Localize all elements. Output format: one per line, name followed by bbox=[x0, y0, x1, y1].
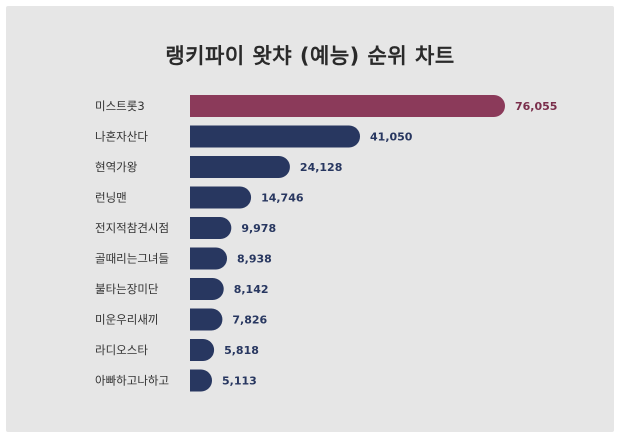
bar bbox=[190, 278, 224, 300]
category-label: 런닝맨 bbox=[95, 191, 127, 205]
value-label: 9,978 bbox=[241, 222, 276, 235]
bar bbox=[190, 125, 361, 148]
value-label: 76,055 bbox=[515, 100, 557, 113]
category-label: 나혼자산다 bbox=[95, 130, 148, 144]
category-label: 아빠하고나하고 bbox=[95, 374, 169, 388]
value-label: 14,746 bbox=[261, 192, 304, 205]
bar bbox=[190, 308, 223, 331]
bar bbox=[190, 156, 290, 178]
value-label: 7,826 bbox=[232, 314, 267, 327]
value-label: 8,938 bbox=[237, 253, 272, 266]
value-label: 41,050 bbox=[370, 131, 413, 144]
category-label: 불타는장미단 bbox=[95, 282, 159, 296]
value-label: 8,142 bbox=[234, 283, 269, 296]
chart-card bbox=[6, 6, 614, 432]
bar bbox=[190, 95, 505, 117]
category-label: 미스트롯3 bbox=[95, 99, 145, 113]
category-label: 미운우리새끼 bbox=[95, 313, 158, 327]
bar bbox=[190, 217, 232, 239]
value-label: 5,818 bbox=[224, 344, 259, 357]
category-label: 라디오스타 bbox=[95, 343, 148, 357]
bar bbox=[190, 186, 252, 209]
category-label: 전지적참견시점 bbox=[95, 221, 169, 235]
category-label: 현역가왕 bbox=[95, 160, 138, 174]
value-label: 5,113 bbox=[222, 375, 257, 388]
bar bbox=[190, 247, 228, 270]
value-label: 24,128 bbox=[300, 161, 342, 174]
bar bbox=[190, 369, 212, 392]
bar bbox=[190, 339, 215, 361]
chart-title: 랭키파이 왓챠 (예능) 순위 차트 bbox=[165, 44, 455, 68]
category-label: 골때리는그녀들 bbox=[95, 252, 169, 266]
